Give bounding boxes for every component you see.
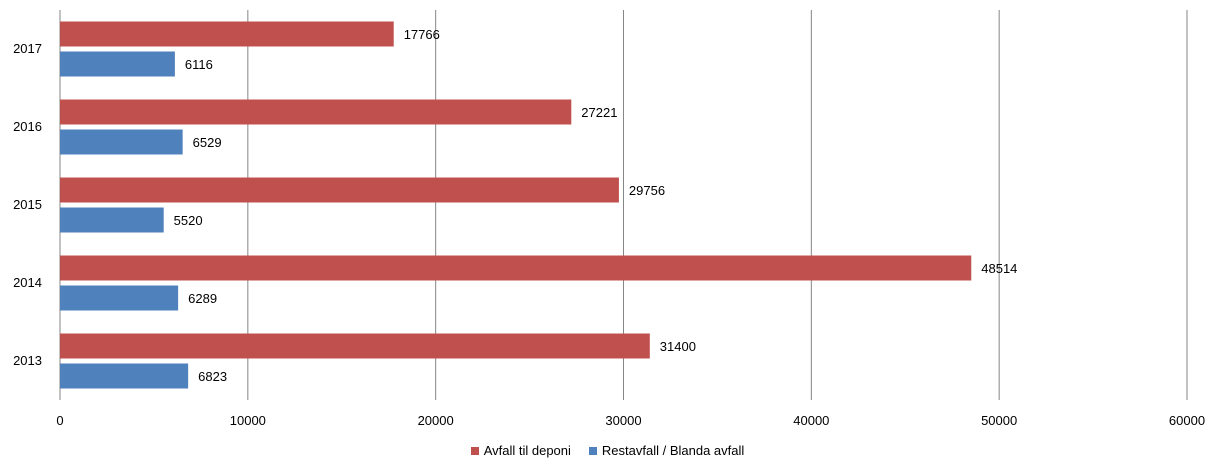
x-tick-label-2: 20000 [418, 413, 454, 428]
data-label-series-0-cat-0: 17766 [404, 27, 440, 42]
bar-series-1-cat-3 [60, 285, 179, 311]
bar-series-1-cat-1 [60, 129, 183, 155]
bar-series-0-cat-4 [60, 333, 650, 359]
data-label-series-1-cat-1: 6529 [193, 135, 222, 150]
x-tick-label-5: 50000 [981, 413, 1017, 428]
legend-label-series-1: Restavfall / Blanda avfall [601, 443, 745, 458]
bar-series-0-cat-2 [60, 177, 619, 203]
x-tick-label-6: 60000 [1169, 413, 1205, 428]
data-label-series-0-cat-4: 31400 [660, 339, 696, 354]
y-category-label-4: 2013 [13, 353, 42, 368]
x-tick-label-4: 40000 [793, 413, 829, 428]
bar-series-0-cat-3 [60, 255, 972, 281]
data-label-series-1-cat-2: 5520 [174, 213, 203, 228]
legend-item-series-0: Avfall til deponi [470, 443, 571, 458]
legend-swatch-series-1 [588, 446, 597, 455]
data-label-series-1-cat-3: 6289 [188, 291, 217, 306]
bar-series-1-cat-2 [60, 207, 164, 233]
legend: Avfall til deponi Restavfall / Blanda av… [0, 443, 1215, 458]
bar-series-0-cat-0 [60, 21, 394, 47]
x-tick-label-0: 0 [56, 413, 63, 428]
y-category-label-0: 2017 [13, 41, 42, 56]
data-label-series-1-cat-0: 6116 [185, 57, 213, 72]
y-category-label-3: 2014 [13, 275, 42, 290]
bar-series-1-cat-0 [60, 51, 175, 77]
y-category-label-1: 2016 [13, 119, 42, 134]
legend-item-series-1: Restavfall / Blanda avfall [588, 443, 745, 458]
data-label-series-1-cat-4: 6823 [198, 369, 227, 384]
x-tick-label-1: 10000 [230, 413, 266, 428]
data-label-series-0-cat-1: 27221 [581, 105, 617, 120]
bar-series-0-cat-1 [60, 99, 572, 125]
data-label-series-0-cat-3: 48514 [981, 261, 1017, 276]
data-label-series-0-cat-2: 29756 [629, 183, 665, 198]
legend-swatch-series-0 [470, 446, 479, 455]
y-category-label-2: 2015 [13, 197, 42, 212]
bar-series-1-cat-4 [60, 363, 189, 389]
x-tick-label-3: 30000 [605, 413, 641, 428]
legend-label-series-0: Avfall til deponi [483, 443, 571, 458]
